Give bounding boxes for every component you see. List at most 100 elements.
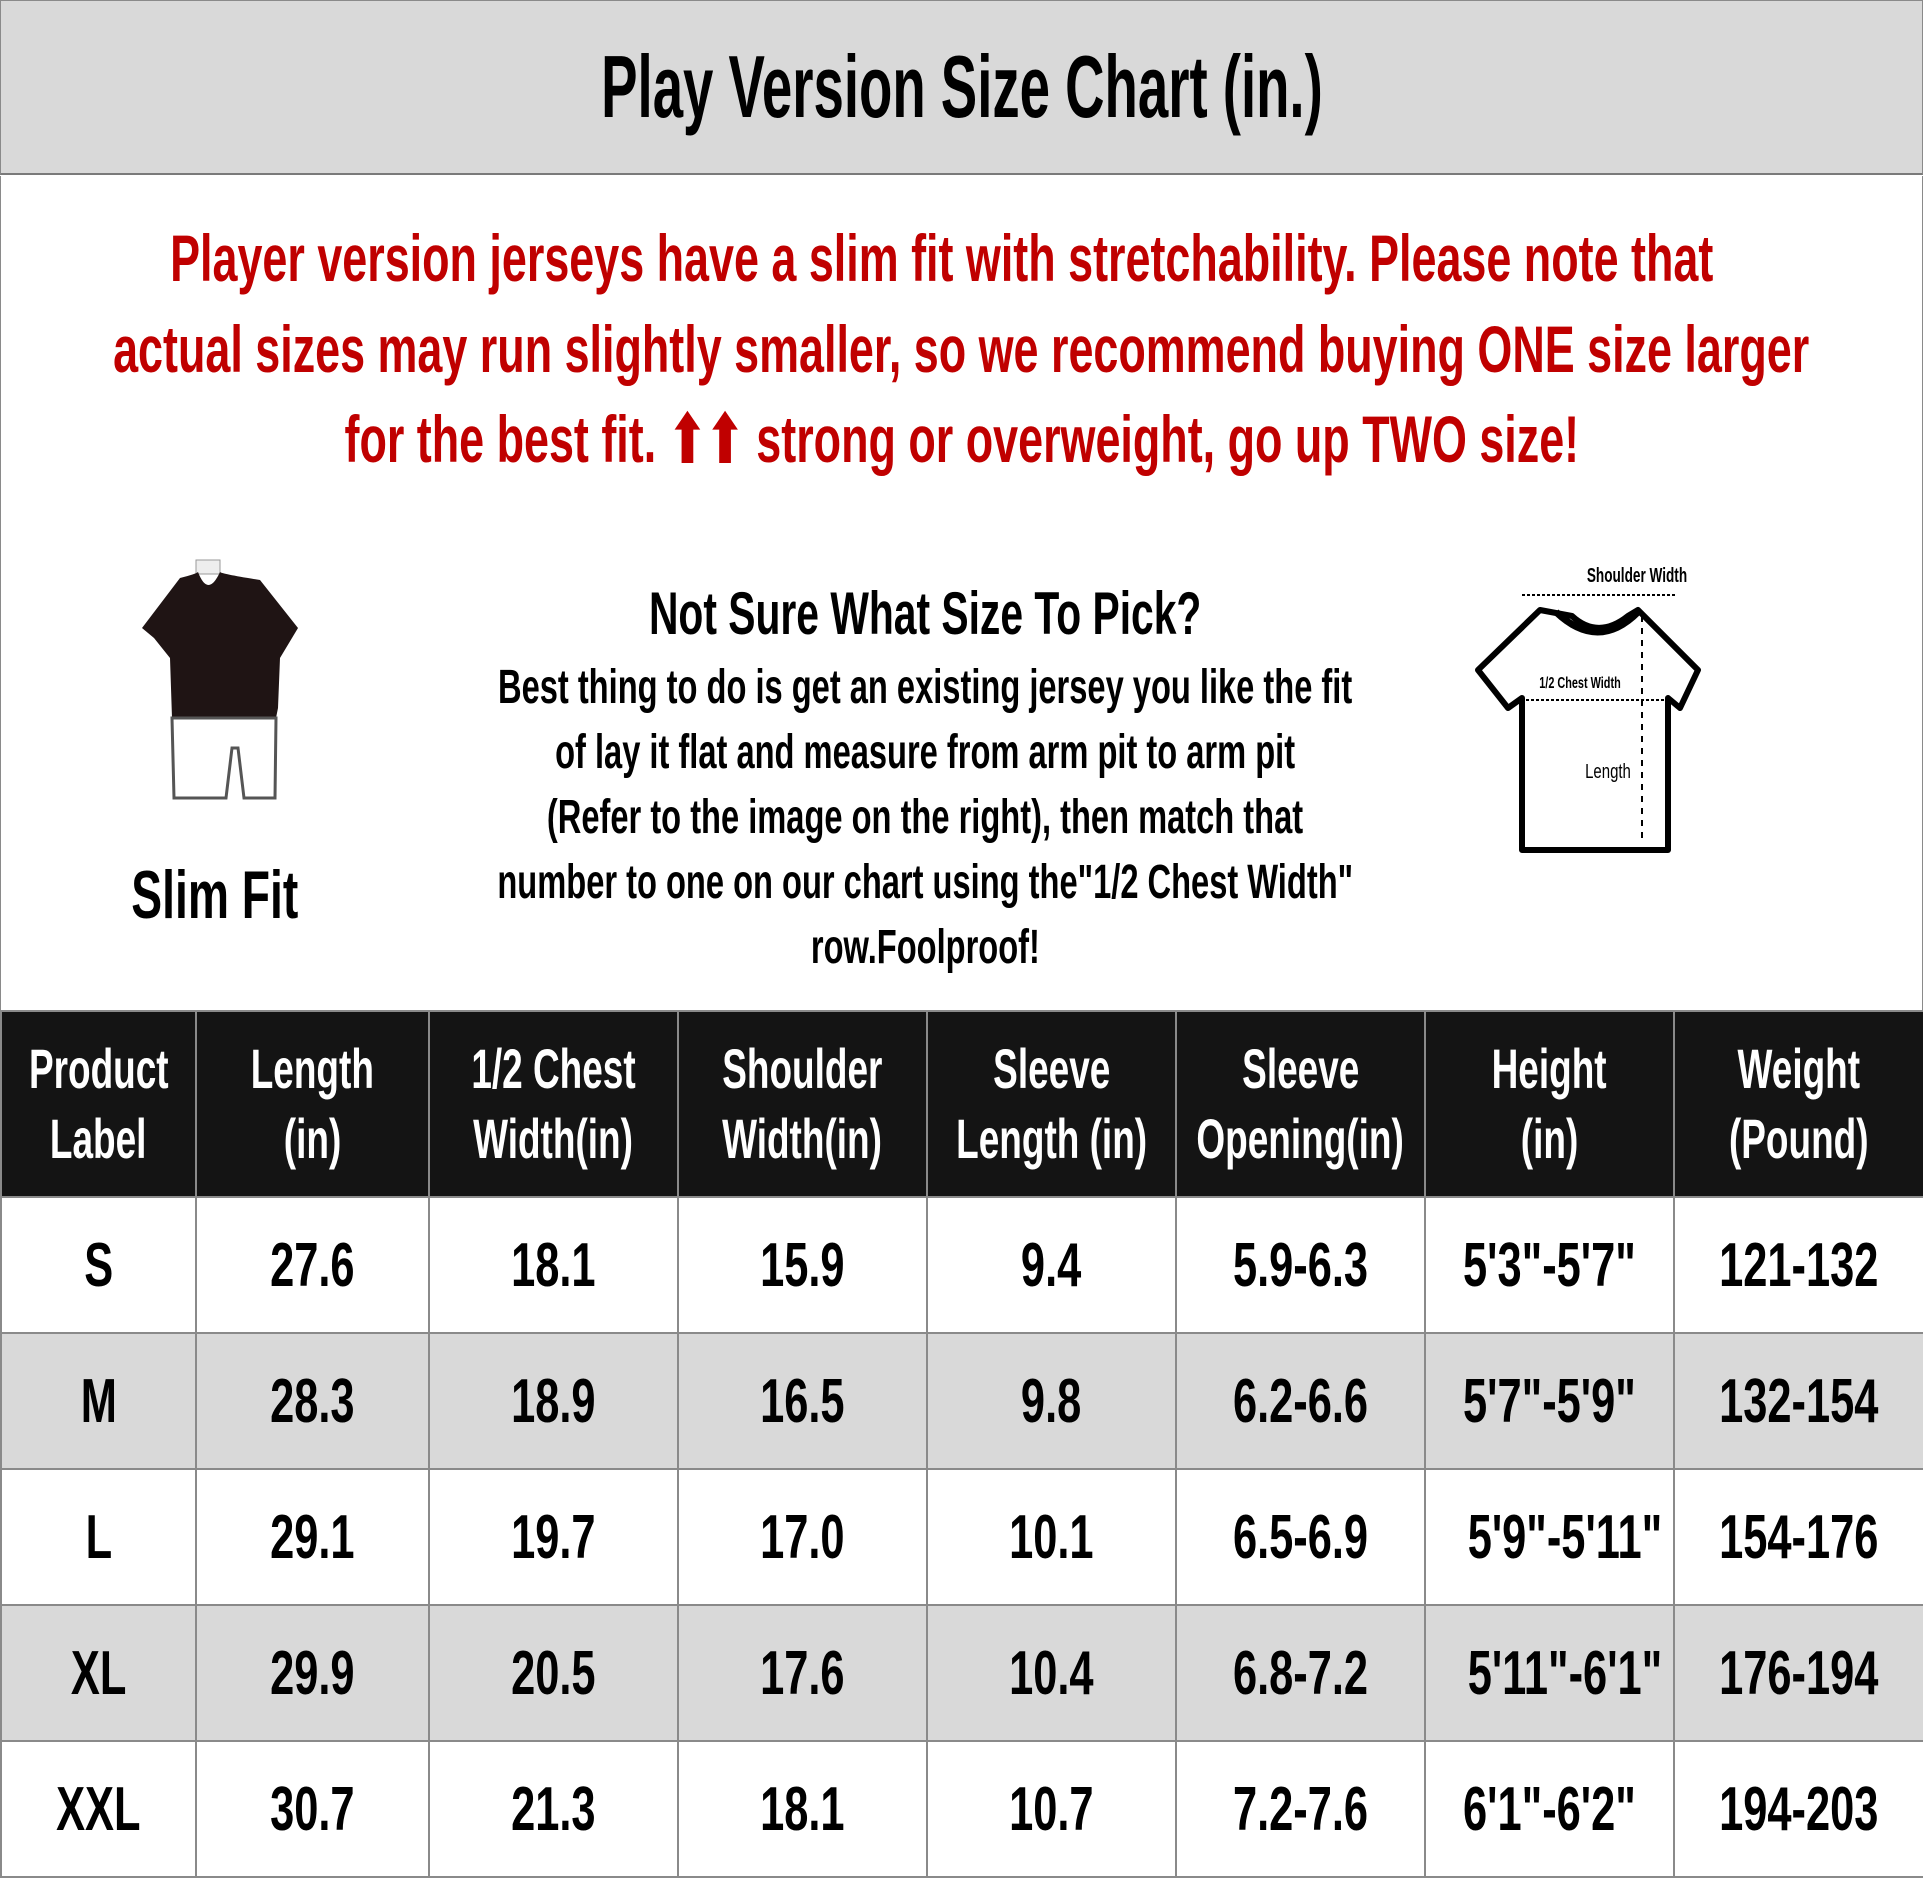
cell-value: 20.5 — [511, 1638, 596, 1708]
cell-value: 28.3 — [270, 1366, 355, 1436]
table-row: XL 29.9 20.5 17.6 10.4 6.8-7.2 5'11"-6'1" 176-1… — [0, 1604, 1923, 1742]
column-header-text: Label — [50, 1107, 147, 1170]
table-cell: 6.8-7.2 — [1175, 1604, 1426, 1742]
cell-value: 6'1"-6'2" — [1463, 1774, 1636, 1844]
table-cell: 18.1 — [428, 1196, 679, 1334]
cell-value: 27.6 — [270, 1230, 355, 1300]
cell-value: 29.9 — [270, 1638, 355, 1708]
table-cell: 17.6 — [677, 1604, 928, 1742]
cell-value: 10.1 — [1009, 1502, 1094, 1572]
cell-value: 21.3 — [511, 1774, 596, 1844]
table-cell: 10.1 — [926, 1468, 1177, 1606]
cell-value: 30.7 — [270, 1774, 355, 1844]
cell-value: 16.5 — [760, 1366, 845, 1436]
table-cell: 10.4 — [926, 1604, 1177, 1742]
table-row: L 29.1 19.7 17.0 10.1 6.5-6.9 5'9"-5'11" 154-17… — [0, 1468, 1923, 1606]
column-header-text: Height — [1492, 1037, 1607, 1100]
column-header-text: Product — [28, 1037, 169, 1100]
notice-line: for the best fit. ⬆⬆ strong or overweigh… — [344, 402, 1579, 476]
cell-value: 5'11"-6'1" — [1467, 1638, 1663, 1708]
help-line: row.Foolproof! — [810, 921, 1040, 974]
notice-line: actual sizes may run slightly smaller, s… — [113, 311, 1810, 386]
page-title: Play Version Size Chart (in.) — [600, 37, 1323, 136]
column-header: 1/2 Chest Width(in) — [428, 1010, 679, 1198]
help-text: Best thing to do is get an existing jers… — [380, 655, 1470, 980]
table-cell: 5'11"-6'1" — [1424, 1604, 1675, 1742]
table-cell: 28.3 — [195, 1332, 430, 1470]
table-cell: M — [0, 1332, 197, 1470]
cell-value: 132-154 — [1719, 1366, 1879, 1436]
table-cell: 29.9 — [195, 1604, 430, 1742]
column-header-text: Width(in) — [473, 1107, 634, 1170]
cell-value: 5'9"-5'11" — [1467, 1502, 1663, 1572]
column-header-text: Width(in) — [722, 1107, 883, 1170]
slim-fit-mannequin-icon — [142, 559, 298, 800]
column-header-text: (Pound) — [1729, 1107, 1869, 1170]
table-cell: 5.9-6.3 — [1175, 1196, 1426, 1334]
cell-value: 18.1 — [511, 1230, 596, 1300]
cell-value: 5'3"-5'7" — [1463, 1230, 1636, 1300]
column-header-text: Length — [250, 1037, 375, 1100]
help-line: number to one on our chart using the"1/2… — [497, 856, 1353, 909]
table-cell: 16.5 — [677, 1332, 928, 1470]
table-cell: 176-194 — [1673, 1604, 1923, 1742]
table-cell: 21.3 — [428, 1740, 679, 1878]
cell-value: XXL — [56, 1774, 141, 1844]
column-header-text: Shoulder — [722, 1037, 883, 1100]
column-header: Sleeve Opening(in) — [1175, 1010, 1426, 1198]
table-cell: 15.9 — [677, 1196, 928, 1334]
chest-width-label: 1/2 Chest Width — [1539, 674, 1620, 692]
table-cell: 194-203 — [1673, 1740, 1923, 1878]
table-cell: 9.8 — [926, 1332, 1177, 1470]
cell-value: 6.5-6.9 — [1232, 1502, 1369, 1572]
cell-value: 5.9-6.3 — [1232, 1230, 1369, 1300]
table-row: M 28.3 18.9 16.5 9.8 6.2-6.6 5'7"-5'9" 132-154 — [0, 1332, 1923, 1470]
table-cell: 121-132 — [1673, 1196, 1923, 1334]
cell-value: 29.1 — [270, 1502, 355, 1572]
cell-value: 18.1 — [760, 1774, 845, 1844]
cell-value: M — [80, 1366, 117, 1436]
cell-value: 17.0 — [760, 1502, 845, 1572]
table-cell: 19.7 — [428, 1468, 679, 1606]
table-cell: 20.5 — [428, 1604, 679, 1742]
help-line: of lay it flat and measure from arm pit … — [555, 726, 1295, 779]
table-cell: 30.7 — [195, 1740, 430, 1878]
table-cell: 18.1 — [677, 1740, 928, 1878]
cell-value: 9.8 — [1021, 1366, 1082, 1436]
table-cell: L — [0, 1468, 197, 1606]
notice-line: Player version jerseys have a slim fit w… — [169, 220, 1714, 295]
table-cell: 6.2-6.6 — [1175, 1332, 1426, 1470]
cell-value: 176-194 — [1719, 1638, 1879, 1708]
cell-value: 10.7 — [1009, 1774, 1094, 1844]
table-cell: 6'1"-6'2" — [1424, 1740, 1675, 1878]
cell-value: 9.4 — [1021, 1230, 1082, 1300]
table-header-row: Product Label Length (in) 1/2 Chest Width(in)… — [0, 1010, 1923, 1198]
cell-value: 17.6 — [760, 1638, 845, 1708]
cell-value: S — [84, 1230, 113, 1300]
column-header: Product Label — [0, 1010, 197, 1198]
chart-title-bar: Play Version Size Chart (in.) — [0, 0, 1923, 175]
help-line: Best thing to do is get an existing jers… — [497, 661, 1353, 714]
table-row: XXL 30.7 21.3 18.1 10.7 7.2-7.6 6'1"-6'2" 194-2… — [0, 1740, 1923, 1878]
cell-value: 18.9 — [511, 1366, 596, 1436]
cell-value: 154-176 — [1719, 1502, 1879, 1572]
cell-value: 6.8-7.2 — [1232, 1638, 1369, 1708]
column-header: Length (in) — [195, 1010, 430, 1198]
table-cell: XXL — [0, 1740, 197, 1878]
table-cell: 10.7 — [926, 1740, 1177, 1878]
column-header-text: (in) — [283, 1107, 342, 1170]
column-header: Sleeve Length (in) — [926, 1010, 1177, 1198]
table-cell: 6.5-6.9 — [1175, 1468, 1426, 1606]
fit-notice: Player version jerseys have a slim fit w… — [0, 212, 1923, 485]
table-cell: 154-176 — [1673, 1468, 1923, 1606]
table-cell: 29.1 — [195, 1468, 430, 1606]
column-header-text: Sleeve — [992, 1037, 1111, 1100]
table-cell: 27.6 — [195, 1196, 430, 1334]
table-cell: XL — [0, 1604, 197, 1742]
help-title: Not Sure What Size To Pick? — [648, 579, 1202, 647]
column-header: Height (in) — [1424, 1010, 1675, 1198]
cell-value: 194-203 — [1719, 1774, 1879, 1844]
table-cell: 17.0 — [677, 1468, 928, 1606]
column-header-text: 1/2 Chest — [471, 1037, 636, 1100]
cell-value: 6.2-6.6 — [1232, 1366, 1369, 1436]
